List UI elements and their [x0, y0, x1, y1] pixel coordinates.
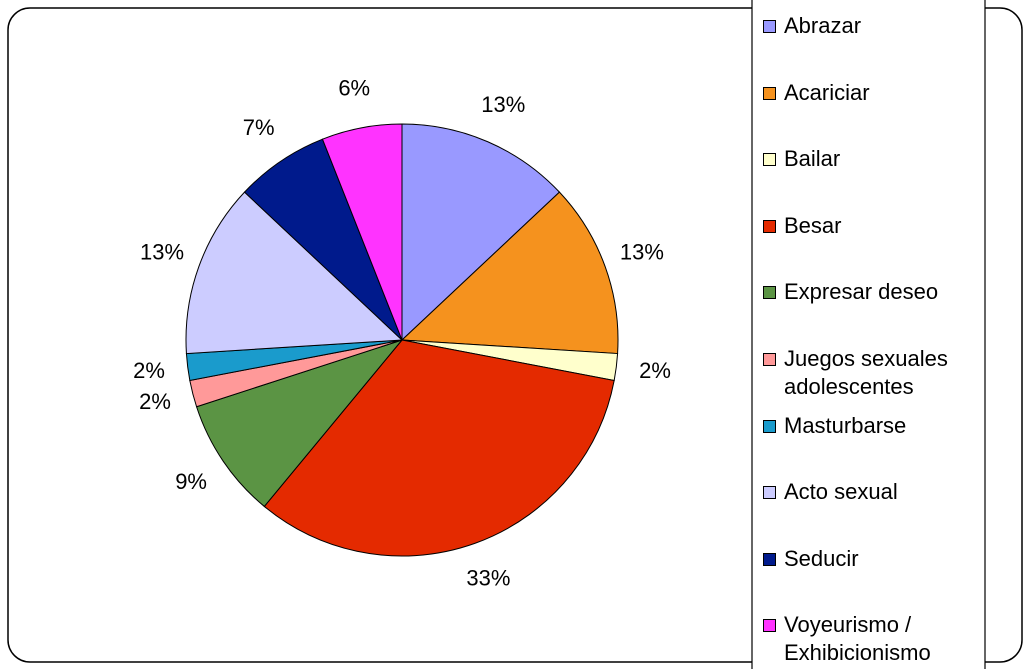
legend-swatch	[763, 486, 776, 500]
legend-item: Juegos sexuales adolescentes	[763, 345, 985, 401]
legend-label: Juegos sexuales adolescentes	[784, 346, 948, 399]
legend-item: Abrazar	[763, 12, 985, 40]
slice-label: 33%	[466, 566, 510, 591]
legend-item: Besar	[763, 212, 985, 240]
slice-label: 13%	[620, 239, 664, 264]
legend-item: Expresar deseo	[763, 278, 985, 306]
pie-slice	[400, 191, 619, 355]
slice-label: 13%	[481, 92, 525, 117]
slice-label: 2%	[639, 358, 671, 383]
legend-label: Expresar deseo	[784, 279, 939, 305]
pie-slice	[401, 123, 561, 342]
legend-label: Seducir	[784, 545, 859, 571]
legend-swatch	[763, 619, 776, 633]
slice-label: 13%	[140, 239, 184, 264]
slice-label: 9%	[175, 469, 207, 494]
legend-swatch	[763, 552, 776, 566]
pie-slice	[195, 338, 404, 508]
pie-slice	[185, 191, 404, 355]
legend-swatch	[763, 153, 776, 167]
pie-slice	[263, 339, 615, 557]
slice-label: 7%	[243, 115, 275, 140]
slice-label: 2%	[139, 389, 171, 414]
legend-item: Acto sexual	[763, 478, 985, 506]
legend-swatch	[763, 419, 776, 433]
legend-label: Voyeurismo / Exhibicionismo	[784, 612, 931, 666]
legend-swatch	[763, 86, 776, 100]
legend-item: Acariciar	[763, 79, 985, 107]
legend-label: Bailar	[784, 146, 841, 172]
legend-swatch	[763, 219, 776, 233]
legend-item: Voyeurismo / Exhibicionismo	[763, 611, 985, 667]
legend-label: Acariciar	[784, 79, 870, 105]
legend-swatch	[763, 20, 776, 33]
legend-box	[751, 0, 986, 669]
pie-slice	[321, 123, 403, 341]
legend-item: Masturbarse	[763, 412, 985, 440]
legend-label: Masturbarse	[784, 412, 907, 438]
legend-swatch	[763, 353, 776, 366]
legend-label: Acto sexual	[784, 479, 898, 505]
slice-label: 2%	[133, 358, 165, 383]
legend-label: Abrazar	[784, 13, 862, 38]
slice-label: 6%	[338, 75, 370, 100]
legend-label: Besar	[784, 212, 842, 238]
legend-swatch	[763, 286, 776, 300]
legend-item: Seducir	[763, 545, 985, 573]
legend-item: Bailar	[763, 145, 985, 173]
